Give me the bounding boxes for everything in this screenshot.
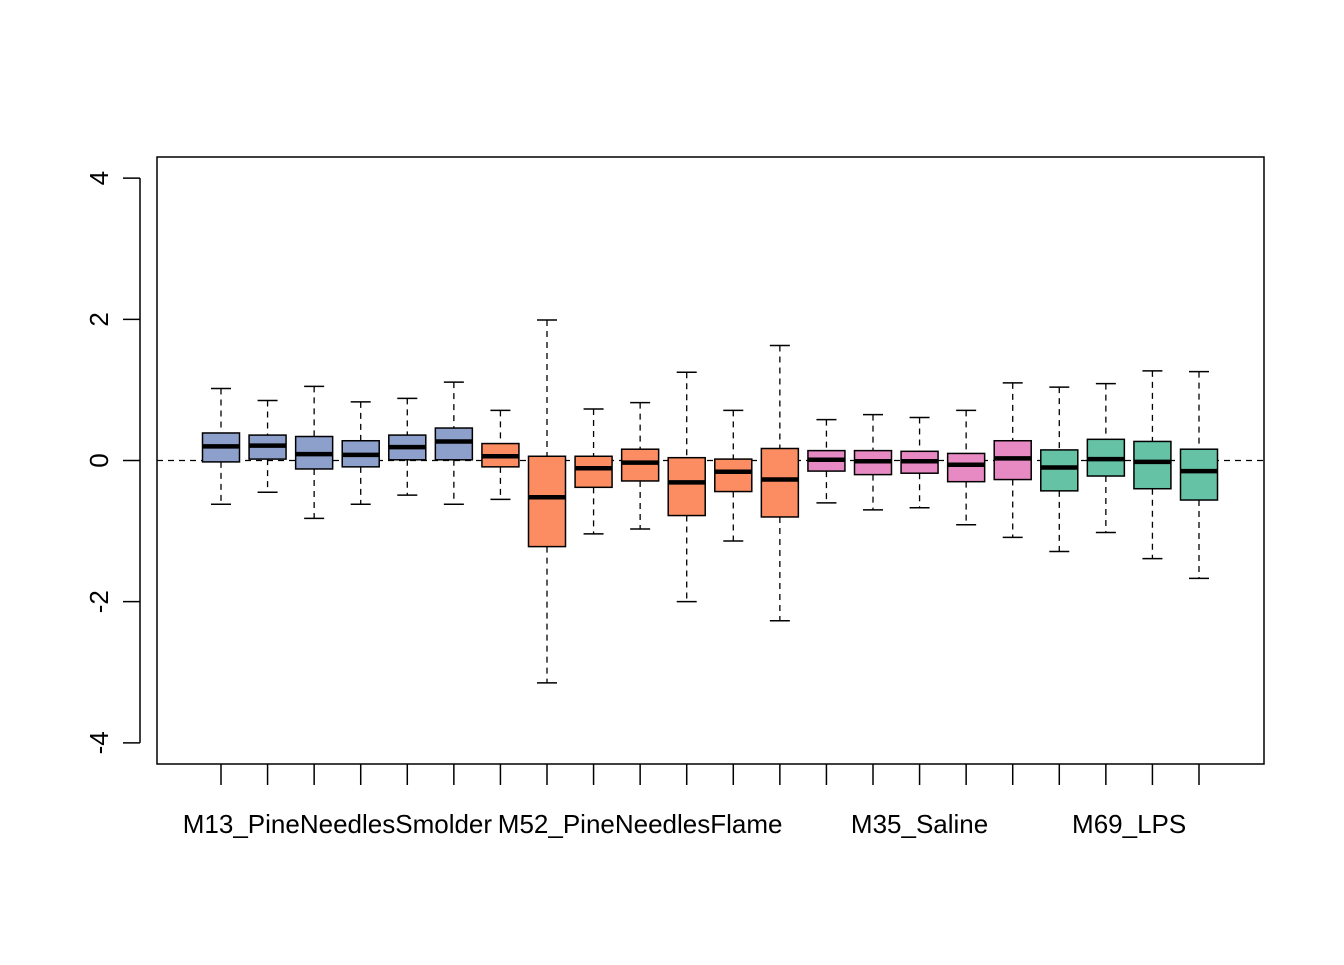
x-group-label: M13_PineNeedlesSmolder [183, 809, 493, 839]
box-iqr [527, 455, 567, 548]
y-tick-label: -2 [84, 590, 114, 613]
y-tick-label: 2 [84, 312, 114, 326]
box-16 [900, 416, 939, 509]
y-tick-label: 0 [84, 453, 114, 467]
box-11 [667, 371, 706, 603]
box-12 [714, 409, 753, 542]
x-group-label: M69_LPS [1072, 809, 1186, 839]
box-13 [760, 344, 800, 622]
y-tick-label: 4 [84, 171, 114, 185]
box-iqr [1040, 449, 1079, 492]
boxes-layer [201, 319, 1219, 684]
box-21 [1133, 370, 1172, 560]
box-7 [481, 409, 520, 501]
plot-frame [156, 156, 1265, 765]
box-19 [1040, 386, 1079, 553]
box-8 [527, 319, 567, 684]
box-9 [574, 408, 613, 535]
box-22 [1179, 370, 1219, 580]
box-iqr [760, 447, 800, 518]
box-3 [294, 385, 334, 520]
box-1 [201, 387, 241, 506]
box-iqr [434, 427, 474, 461]
y-tick-label: -4 [84, 731, 114, 754]
x-group-label: M35_Saline [851, 809, 988, 839]
box-14 [807, 418, 846, 504]
box-iqr [574, 455, 613, 489]
box-10 [620, 401, 660, 530]
box-iqr [1179, 448, 1219, 501]
box-iqr [667, 456, 706, 517]
box-iqr [946, 452, 986, 483]
box-15 [853, 413, 893, 511]
box-4 [341, 401, 380, 506]
box-17 [946, 409, 986, 526]
box-5 [388, 397, 427, 496]
box-iqr [620, 448, 660, 482]
box-6 [434, 381, 474, 506]
box-18 [993, 382, 1032, 539]
box-iqr [1133, 440, 1172, 490]
x-group-label: M52_PineNeedlesFlame [498, 809, 783, 839]
box-20 [1086, 382, 1126, 534]
axes-layer: -4 -2 0 2 4 M13_PineNeedlesSmolder M52_PineNee… [84, 156, 1265, 839]
box-iqr [714, 458, 753, 493]
box-2 [248, 399, 287, 494]
